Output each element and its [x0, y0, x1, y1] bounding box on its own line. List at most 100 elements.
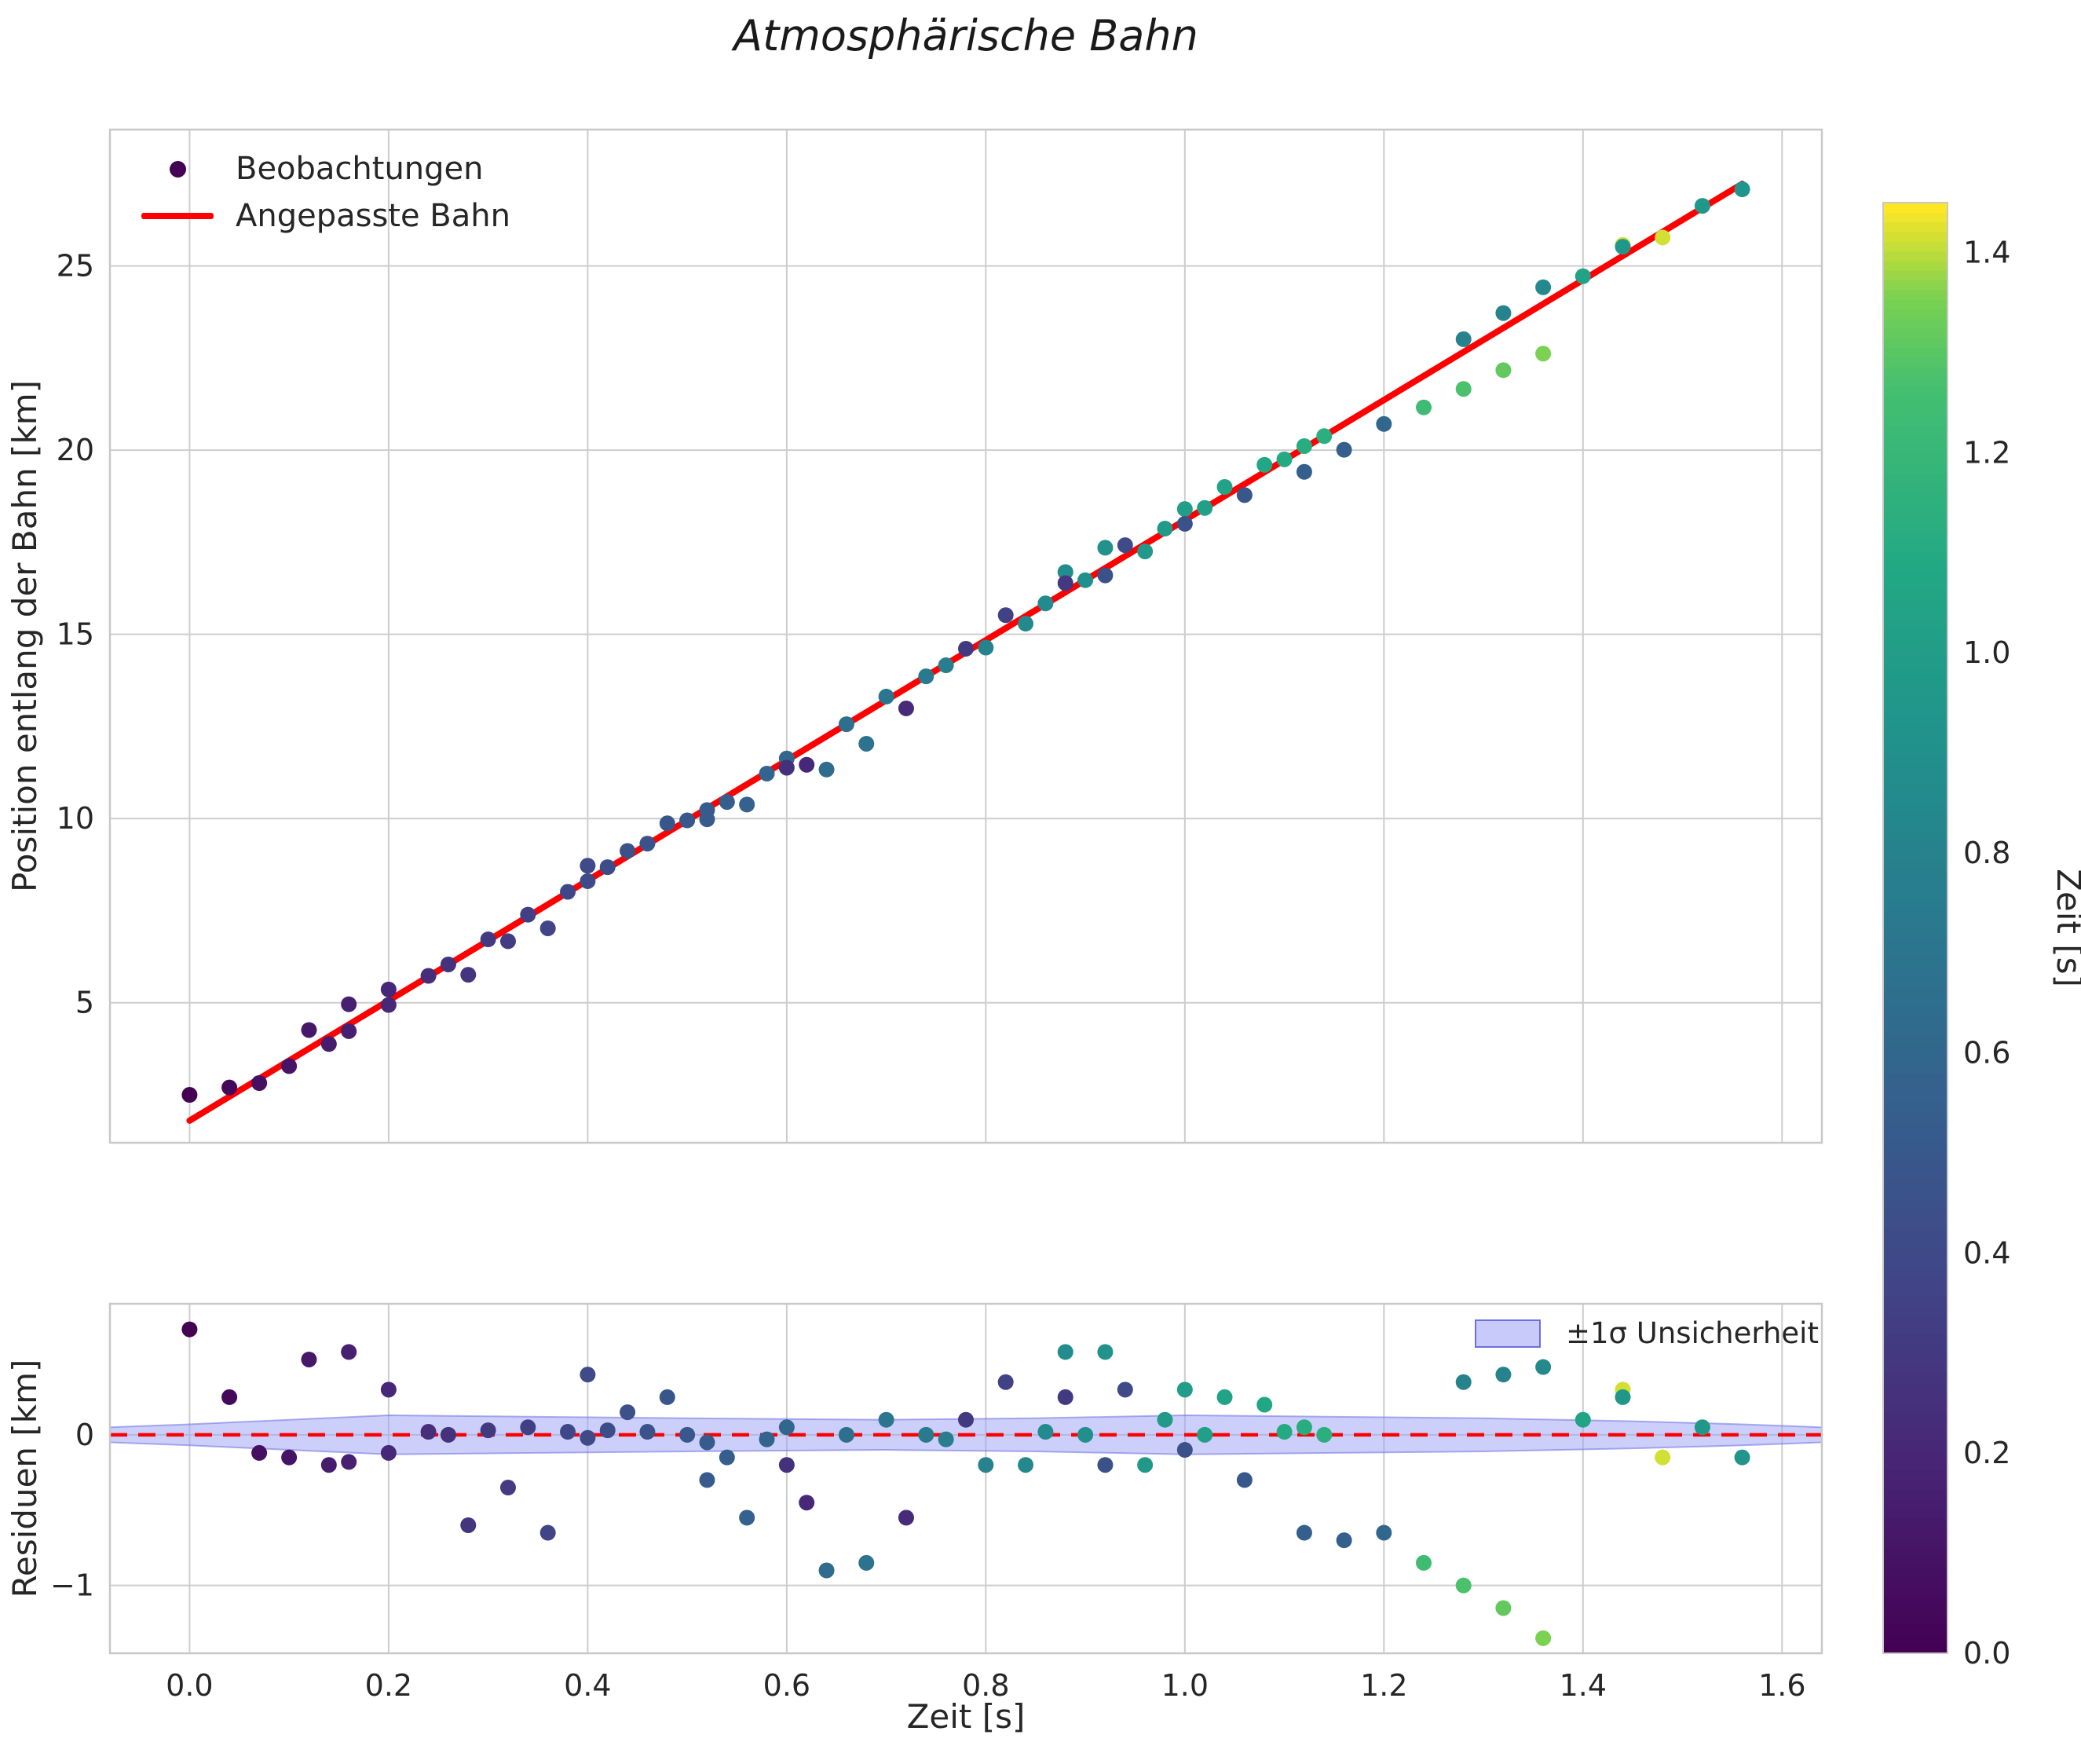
data-point	[1416, 399, 1432, 415]
colorbar-gradient-slice	[1883, 1391, 1948, 1403]
uncertainty-band-swatch-icon	[1475, 1319, 1541, 1348]
data-point	[251, 1075, 268, 1092]
y-tick-label: 20	[57, 433, 94, 467]
data-point	[699, 802, 715, 818]
data-point	[1176, 1442, 1193, 1458]
colorbar-gradient-slice	[1883, 328, 1948, 339]
colorbar-gradient-slice	[1883, 1334, 1948, 1345]
x-tick-label: 1.6	[1758, 1668, 1805, 1703]
data-point	[1077, 572, 1094, 588]
legend-residual: ±1σ Unsicherheit	[1470, 1316, 1819, 1350]
colorbar-gradient-slice	[1883, 917, 1948, 929]
y-tick-label: −1	[50, 1568, 94, 1603]
data-point	[878, 688, 894, 705]
legend-label-observations: Beobachtungen	[236, 151, 484, 187]
data-point	[1057, 564, 1073, 580]
colorbar-gradient-slice	[1883, 1420, 1948, 1432]
data-point	[659, 815, 675, 832]
data-point	[1296, 1419, 1312, 1436]
data-point	[341, 996, 357, 1012]
data-point	[679, 812, 696, 829]
colorbar-tick-label: 0.2	[1963, 1436, 2010, 1470]
data-point	[520, 1419, 536, 1436]
colorbar-gradient-slice	[1883, 908, 1948, 919]
data-point	[938, 1431, 954, 1447]
data-point	[659, 1389, 675, 1405]
colorbar-gradient-slice	[1883, 260, 1948, 271]
data-point	[1694, 198, 1710, 214]
data-point	[1256, 1396, 1273, 1413]
data-point	[799, 756, 815, 773]
data-point	[1256, 456, 1273, 473]
data-point	[978, 1457, 994, 1473]
panel-frame	[108, 128, 1823, 1144]
data-point	[520, 906, 536, 923]
colorbar-gradient-slice	[1883, 666, 1948, 677]
colorbar-gradient-slice	[1883, 811, 1948, 822]
colorbar-gradient-slice	[1883, 221, 1948, 232]
colorbar-gradient-slice	[1883, 211, 1948, 223]
colorbar-gradient-slice	[1883, 366, 1948, 378]
data-point	[997, 607, 1014, 624]
colorbar-gradient-slice	[1883, 985, 1948, 997]
colorbar-gradient-slice	[1883, 1101, 1948, 1113]
colorbar-gradient-slice	[1883, 975, 1948, 986]
data-point	[420, 968, 437, 984]
colorbar-gradient-slice	[1883, 588, 1948, 600]
data-point	[997, 1374, 1014, 1390]
data-point	[818, 761, 835, 778]
colorbar-gradient-slice	[1883, 1517, 1948, 1528]
y-tick-label: 5	[75, 986, 94, 1020]
data-point	[918, 1426, 934, 1443]
colorbar-gradient-slice	[1883, 946, 1948, 958]
data-point	[838, 716, 854, 733]
legend-main: Beobachtungen Angepasste Bahn	[140, 151, 510, 234]
colorbar-gradient-slice	[1883, 801, 1948, 813]
data-point	[320, 1036, 337, 1052]
colorbar-gradient-slice	[1883, 579, 1948, 591]
colorbar-gradient-slice	[1883, 869, 1948, 880]
colorbar-gradient-slice	[1883, 1614, 1948, 1625]
data-point	[898, 700, 914, 716]
data-point	[181, 1321, 198, 1338]
y-tick-label: 0	[75, 1418, 94, 1452]
colorbar-gradient-slice	[1883, 1323, 1948, 1335]
colorbar-gradient-slice	[1883, 1014, 1948, 1026]
data-point	[719, 1449, 735, 1466]
colorbar-gradient-slice	[1883, 1343, 1948, 1354]
colorbar-gradient-slice	[1883, 559, 1948, 571]
data-point	[778, 759, 795, 776]
colorbar-gradient-slice	[1883, 289, 1948, 300]
colorbar-gradient-slice	[1883, 1256, 1948, 1268]
colorbar-gradient-slice	[1883, 521, 1948, 532]
data-point	[341, 1023, 357, 1039]
data-point	[1495, 305, 1512, 321]
colorbar-gradient-slice	[1883, 1052, 1948, 1064]
colorbar-gradient-slice	[1883, 792, 1948, 803]
colorbar-gradient-slice	[1883, 772, 1948, 784]
data-point	[858, 735, 875, 752]
data-point	[799, 1495, 815, 1511]
data-point	[221, 1079, 238, 1096]
x-tick-label: 1.0	[1161, 1668, 1209, 1703]
colorbar-gradient-slice	[1883, 240, 1948, 252]
data-point	[1037, 1424, 1054, 1440]
colorbar-gradient-slice	[1883, 1198, 1948, 1210]
data-point	[858, 1554, 875, 1571]
colorbar-gradient-slice	[1883, 424, 1948, 436]
colorbar-gradient-slice	[1883, 1275, 1948, 1286]
x-tick-label: 0.4	[564, 1668, 611, 1703]
data-point	[560, 884, 576, 900]
data-point	[480, 931, 496, 948]
colorbar-gradient-slice	[1883, 1111, 1948, 1122]
colorbar-gradient-slice	[1883, 269, 1948, 281]
colorbar-gradient-slice	[1883, 695, 1948, 706]
x-tick-label: 0.8	[962, 1668, 1009, 1703]
colorbar-gradient-slice	[1883, 1585, 1948, 1596]
colorbar-gradient-slice	[1883, 492, 1948, 503]
data-point	[1734, 181, 1750, 197]
data-point	[1137, 543, 1154, 560]
colorbar-tick-label: 0.6	[1963, 1036, 2010, 1070]
data-point	[1655, 1449, 1671, 1466]
